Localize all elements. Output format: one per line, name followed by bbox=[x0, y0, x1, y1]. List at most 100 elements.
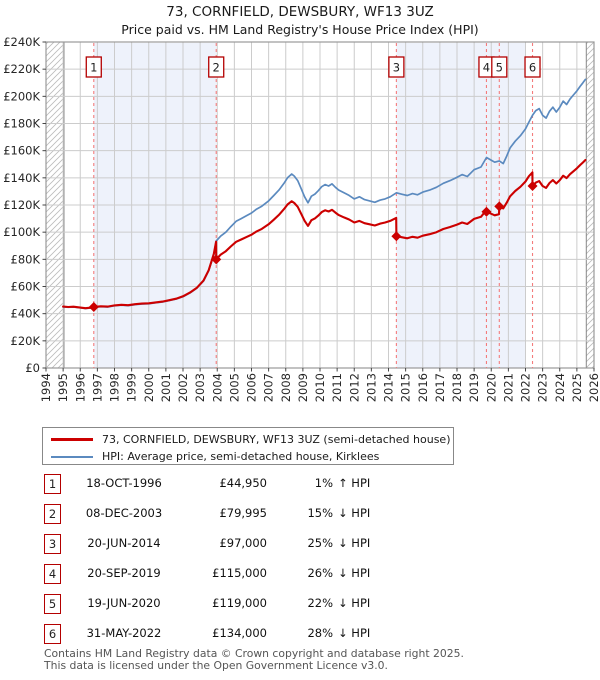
svg-text:1996: 1996 bbox=[73, 373, 87, 402]
price-history-plot: 1 2 3 4 5 6£0£20K£40K£60K£80K£100K£120K£140K£… bbox=[3, 35, 600, 402]
svg-text:2016: 2016 bbox=[416, 373, 430, 402]
sale-number-badge: 3 bbox=[44, 534, 61, 554]
svg-text:£140K: £140K bbox=[3, 171, 40, 185]
sale-hpi-direction: ↓ HPI bbox=[338, 596, 371, 610]
price-history-chart: 1 2 3 4 5 6 £0 £20K £40K £60K £80K £100K £120K £140K £… bbox=[3, 35, 600, 402]
svg-text:1994: 1994 bbox=[39, 373, 53, 402]
sale-number-badge: 5 bbox=[44, 594, 61, 614]
svg-text:2015: 2015 bbox=[399, 373, 413, 402]
svg-text:2012: 2012 bbox=[347, 373, 361, 402]
sale-hpi-direction: ↓ HPI bbox=[338, 536, 371, 550]
svg-text:1: 1 bbox=[90, 61, 97, 75]
license-footer: Contains HM Land Registry data © Crown c… bbox=[44, 648, 584, 671]
svg-text:£0: £0 bbox=[25, 361, 40, 375]
footer-line-1: Contains HM Land Registry data © Crown c… bbox=[44, 647, 464, 660]
svg-text:£40K: £40K bbox=[11, 307, 41, 321]
svg-text:2010: 2010 bbox=[313, 373, 327, 402]
sale-markers bbox=[88, 180, 538, 312]
chart-legend: 73, CORNFIELD, DEWSBURY, WF13 3UZ (semi-… bbox=[42, 427, 454, 465]
svg-text:£80K: £80K bbox=[11, 252, 41, 266]
svg-text:2007: 2007 bbox=[262, 373, 276, 402]
sale-number-badge: 4 bbox=[44, 564, 61, 584]
svg-text:2002: 2002 bbox=[176, 373, 190, 402]
sale-row-1: 1 18-OCT-1996 £44,950 1% ↑ HPI bbox=[0, 474, 600, 494]
svg-text:£120K: £120K bbox=[3, 198, 40, 212]
sale-hpi-percent: 26% bbox=[307, 566, 333, 580]
svg-text:1998: 1998 bbox=[108, 373, 122, 402]
property-line-swatch bbox=[51, 438, 93, 441]
svg-text:£200K: £200K bbox=[3, 89, 40, 103]
sale-number-badge: 2 bbox=[44, 504, 61, 524]
svg-text:2001: 2001 bbox=[159, 373, 173, 402]
x-axis-labels: 1994 1995 1996 1997 1998 1999 2000 2001 2002 2003… bbox=[39, 373, 600, 402]
svg-text:5: 5 bbox=[496, 61, 503, 75]
sale-date: 08-DEC-2003 bbox=[85, 506, 163, 520]
sale-hpi-percent: 28% bbox=[307, 626, 333, 640]
svg-text:£20K: £20K bbox=[11, 334, 41, 348]
svg-text:1995: 1995 bbox=[56, 373, 70, 402]
sale-number-badge: 6 bbox=[44, 624, 61, 644]
svg-text:4: 4 bbox=[483, 61, 490, 75]
svg-text:2009: 2009 bbox=[296, 373, 310, 402]
svg-text:2024: 2024 bbox=[553, 373, 567, 402]
sale-row-3: 3 20-JUN-2014 £97,000 25% ↓ HPI bbox=[0, 534, 600, 554]
sale-price: £115,000 bbox=[212, 566, 267, 580]
sale-date: 31-MAY-2022 bbox=[86, 626, 162, 640]
sale-hpi-direction: ↓ HPI bbox=[338, 506, 371, 520]
axis-ticks bbox=[42, 41, 595, 372]
sale-price: £119,000 bbox=[212, 596, 267, 610]
sale-hpi-percent: 15% bbox=[307, 506, 333, 520]
sale-number-badge: 1 bbox=[44, 474, 61, 494]
sale-date: 20-SEP-2019 bbox=[87, 566, 161, 580]
sale-price: £97,000 bbox=[219, 536, 267, 550]
svg-text:3: 3 bbox=[393, 61, 400, 75]
legend-entry-hpi: HPI: Average price, semi-detached house,… bbox=[43, 448, 453, 465]
legend-entry-property: 73, CORNFIELD, DEWSBURY, WF13 3UZ (semi-… bbox=[43, 431, 453, 448]
sale-row-6: 6 31-MAY-2022 £134,000 28% ↓ HPI bbox=[0, 624, 600, 644]
svg-text:1997: 1997 bbox=[90, 373, 104, 402]
footer-line-2: This data is licensed under the Open Gov… bbox=[44, 658, 388, 672]
svg-text:2014: 2014 bbox=[382, 373, 396, 402]
svg-text:£160K: £160K bbox=[3, 144, 40, 158]
legend-label: HPI: Average price, semi-detached house,… bbox=[102, 450, 380, 463]
svg-text:2013: 2013 bbox=[364, 373, 378, 402]
svg-text:£180K: £180K bbox=[3, 117, 40, 131]
svg-text:1999: 1999 bbox=[125, 373, 139, 402]
sale-price: £134,000 bbox=[212, 626, 267, 640]
svg-text:2019: 2019 bbox=[467, 373, 481, 402]
sale-row-4: 4 20-SEP-2019 £115,000 26% ↓ HPI bbox=[0, 564, 600, 584]
page-subtitle: Price paid vs. HM Land Registry's House … bbox=[121, 22, 479, 37]
svg-text:£60K: £60K bbox=[11, 280, 41, 294]
sale-price: £79,995 bbox=[219, 506, 267, 520]
sale-hpi-percent: 1% bbox=[314, 476, 333, 490]
sale-date-dashed-lines bbox=[93, 43, 534, 368]
sale-hpi-direction: ↓ HPI bbox=[338, 566, 371, 580]
sale-date: 19-JUN-2020 bbox=[87, 596, 161, 610]
svg-text:£240K: £240K bbox=[3, 35, 40, 49]
sale-hpi-direction: ↑ HPI bbox=[338, 476, 371, 490]
svg-text:2020: 2020 bbox=[484, 373, 498, 402]
page-title: 73, CORNFIELD, DEWSBURY, WF13 3UZ bbox=[166, 4, 434, 20]
property-price-line bbox=[62, 158, 587, 310]
svg-text:2023: 2023 bbox=[536, 373, 550, 402]
svg-text:£100K: £100K bbox=[3, 225, 40, 239]
gridlines bbox=[46, 42, 594, 368]
svg-text:2021: 2021 bbox=[501, 373, 515, 402]
svg-text:2008: 2008 bbox=[279, 373, 293, 402]
hpi-line-swatch bbox=[51, 455, 93, 458]
sale-row-5: 5 19-JUN-2020 £119,000 22% ↓ HPI bbox=[0, 594, 600, 614]
sale-hpi-percent: 22% bbox=[307, 596, 333, 610]
sale-date: 20-JUN-2014 bbox=[87, 536, 161, 550]
sale-price: £44,950 bbox=[219, 476, 267, 490]
svg-text:2025: 2025 bbox=[570, 373, 584, 402]
y-axis-labels: £0 £20K £40K £60K £80K £100K £120K £140K £160K £1… bbox=[3, 35, 40, 375]
svg-text:2003: 2003 bbox=[193, 373, 207, 402]
sale-date: 18-OCT-1996 bbox=[86, 476, 162, 490]
legend-label: 73, CORNFIELD, DEWSBURY, WF13 3UZ (semi-… bbox=[102, 433, 451, 446]
svg-text:2004: 2004 bbox=[210, 373, 224, 402]
svg-text:2006: 2006 bbox=[245, 373, 259, 402]
svg-text:2026: 2026 bbox=[587, 373, 600, 402]
sale-row-2: 2 08-DEC-2003 £79,995 15% ↓ HPI bbox=[0, 504, 600, 524]
svg-text:2022: 2022 bbox=[519, 373, 533, 402]
